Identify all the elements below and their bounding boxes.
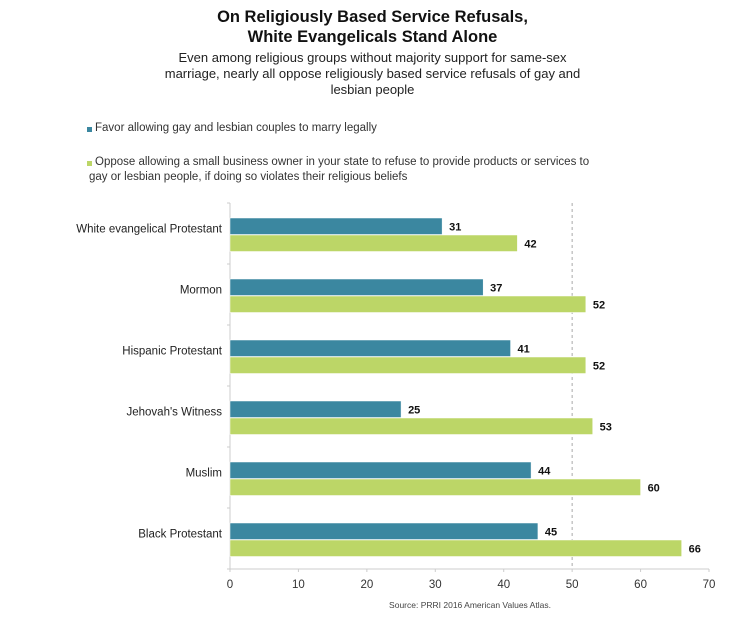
bar-favor — [229, 522, 539, 540]
bar-favor — [229, 400, 402, 418]
bar-oppose — [229, 539, 682, 557]
x-tick-label: 10 — [292, 579, 305, 591]
category-label: Mormon — [180, 285, 222, 297]
value-label-favor: 31 — [449, 221, 461, 233]
value-label-oppose: 66 — [689, 543, 701, 555]
category-label: Jehovah's Witness — [126, 407, 222, 419]
bar-oppose — [229, 417, 593, 435]
bar-oppose — [229, 234, 518, 252]
value-label-favor: 41 — [518, 343, 530, 355]
chart-title-line-1: On Religiously Based Service Refusals, — [217, 8, 528, 26]
value-label-oppose: 60 — [648, 482, 660, 494]
value-label-oppose: 42 — [524, 238, 536, 250]
value-label-oppose: 52 — [593, 360, 605, 372]
bar-favor — [229, 278, 484, 296]
x-tick-label: 20 — [360, 579, 373, 591]
category-label: Muslim — [186, 468, 222, 480]
x-tick-label: 70 — [703, 579, 716, 591]
bar-oppose — [229, 478, 641, 496]
chart-source: Source: PRRI 2016 American Values Atlas. — [389, 600, 551, 610]
value-label-favor: 44 — [538, 465, 551, 477]
value-label-favor: 25 — [408, 404, 420, 416]
legend-label-oppose-line-1: Oppose allowing a small business owner i… — [95, 156, 590, 168]
category-label: White evangelical Protestant — [76, 224, 223, 236]
legend-swatch-favor — [87, 127, 92, 132]
bar-favor — [229, 461, 532, 479]
value-label-favor: 45 — [545, 526, 557, 538]
bar-favor — [229, 339, 511, 357]
value-label-oppose: 52 — [593, 299, 605, 311]
x-tick-label: 0 — [227, 579, 233, 591]
chart-subtitle-line-1: Even among religious groups without majo… — [178, 50, 567, 65]
chart-subtitle-line-2: marriage, nearly all oppose religiously … — [164, 66, 581, 81]
value-label-favor: 37 — [490, 282, 502, 294]
bar-oppose — [229, 356, 587, 374]
value-label-oppose: 53 — [600, 421, 612, 433]
legend-label-favor: Favor allowing gay and lesbian couples t… — [95, 122, 377, 134]
category-label: Hispanic Protestant — [122, 346, 223, 358]
bar-oppose — [229, 295, 587, 313]
x-tick-label: 40 — [497, 579, 510, 591]
category-label: Black Protestant — [138, 529, 223, 541]
chart-title-line-2: White Evangelicals Stand Alone — [247, 28, 498, 46]
x-tick-label: 50 — [566, 579, 579, 591]
bar-favor — [229, 217, 443, 235]
x-tick-label: 30 — [429, 579, 442, 591]
x-tick-label: 60 — [634, 579, 647, 591]
chart-subtitle-line-3: lesbian people — [330, 82, 415, 97]
legend-swatch-oppose — [87, 161, 92, 166]
legend-label-oppose-line-2: gay or lesbian people, if doing so viola… — [89, 171, 408, 183]
